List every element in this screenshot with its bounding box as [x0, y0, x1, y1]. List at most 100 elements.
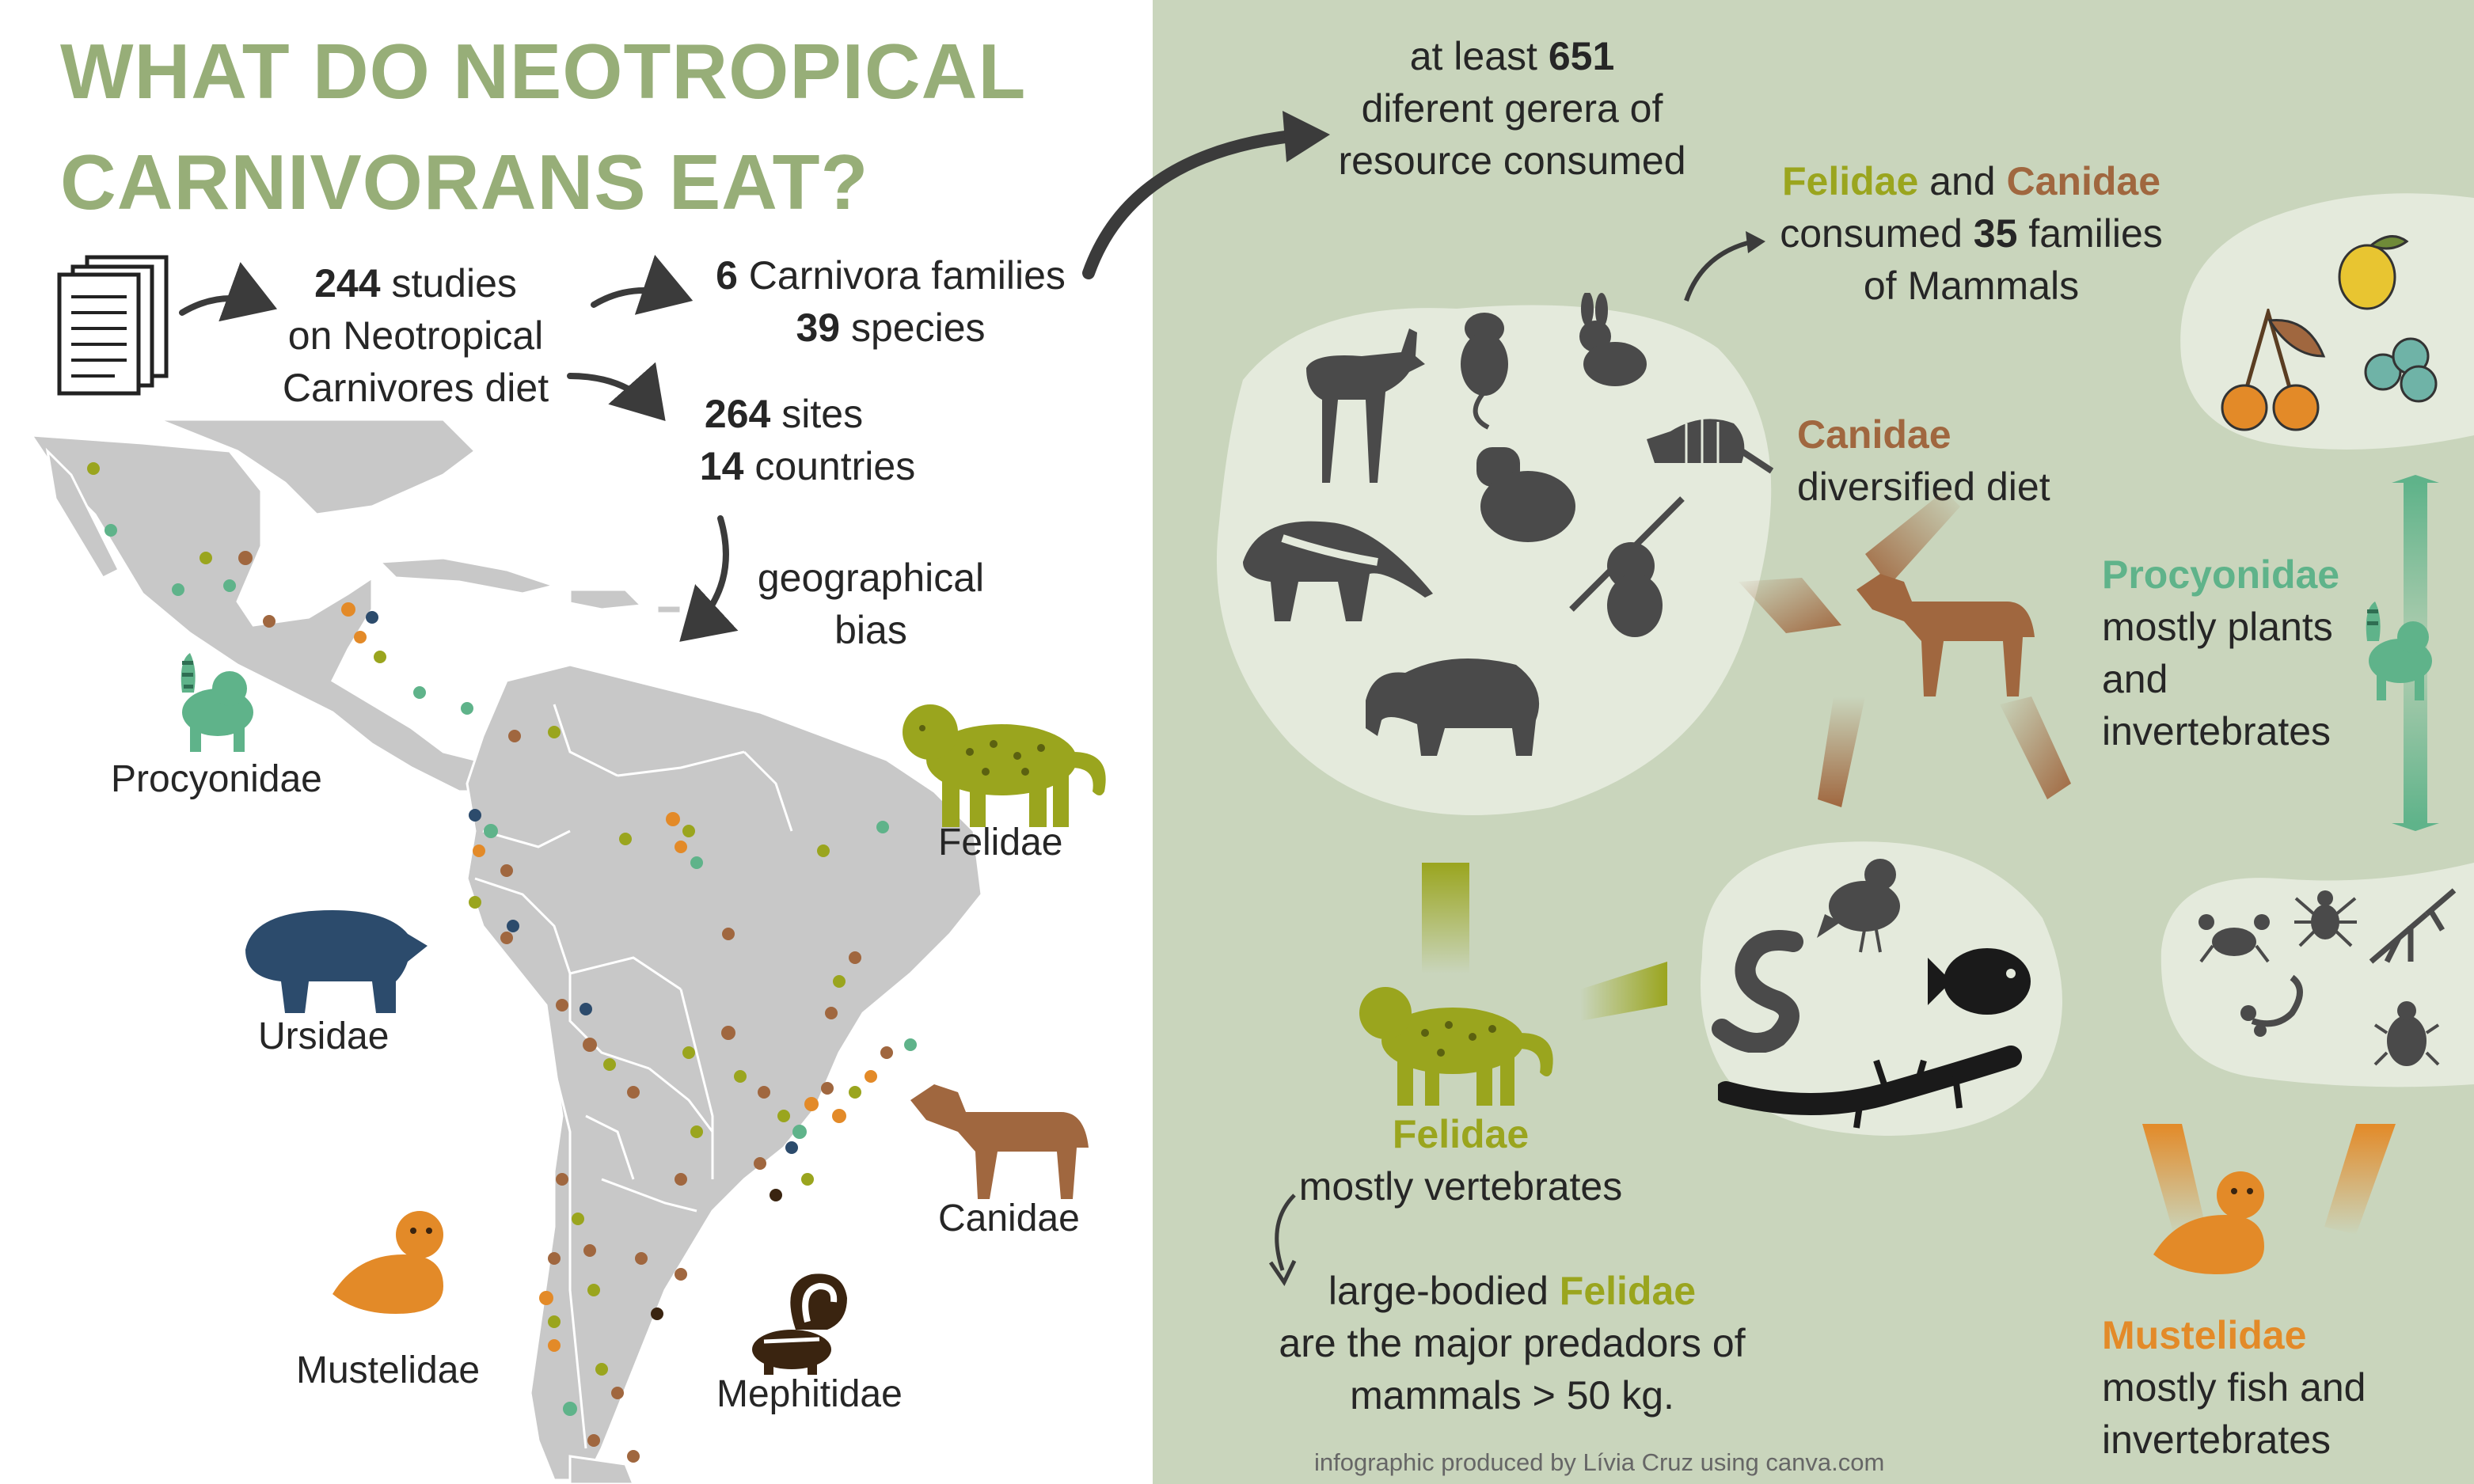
mustelidae-diet-icon [2153, 1171, 2264, 1274]
rodent-icon [1461, 313, 1508, 430]
procyonidae-label: Procyonidae [111, 758, 322, 800]
berries-icon [2364, 337, 2438, 403]
fc-felidae: Felidae [1781, 159, 1919, 203]
felidae-diet-icon [1359, 987, 1553, 1106]
studies-label: studies [391, 261, 517, 306]
mephitidae-label: Mephitidae [716, 1373, 903, 1415]
procyonidae-diet-desc1: mostly plants [2102, 605, 2333, 649]
canidae-diet-name: Canidae [1797, 412, 1951, 457]
genera-text: at least 651 diferent gerera of resource… [1322, 30, 1702, 187]
studies-text: 244 studies on Neotropical Carnivores di… [261, 257, 570, 414]
large-prefix: large-bodied [1328, 1269, 1549, 1313]
procyonidae-icon [181, 653, 253, 752]
large-line-3: mammals > 50 kg. [1350, 1373, 1674, 1418]
fc-consumed: consumed [1780, 211, 1963, 256]
usa-fragment [158, 419, 477, 516]
mammals-blob [1216, 305, 1772, 815]
fc-canidae: Canidae [2006, 159, 2161, 203]
families-text: 6 Carnivora families 39 species [697, 249, 1085, 354]
large-felidae-text: large-bodied Felidae are the major preda… [1251, 1265, 1773, 1421]
fc-and: and [1929, 159, 1996, 203]
bird-icon [1817, 859, 1900, 953]
studies-line-3: Carnivores diet [282, 366, 549, 410]
title-line-2: CARNIVORANS EAT? [60, 139, 869, 226]
bias-line-1: geographical [757, 556, 985, 600]
study-sites [87, 462, 917, 1463]
crab-icon [2198, 914, 2270, 963]
mexico-central-america [29, 434, 493, 793]
bias-text: geographical bias [740, 552, 1001, 656]
canidae-diet-text: Canidae diversified diet [1797, 408, 2066, 513]
title-line-1: WHAT DO NEOTROPICAL [60, 28, 1027, 115]
felidae-diet-name: Felidae [1392, 1112, 1530, 1156]
felidae-diet-text: Felidae mostly vertebrates [1283, 1108, 1639, 1213]
sites-text: 264 sites 14 countries [641, 388, 926, 492]
curved-arrow [1082, 111, 1330, 279]
fc-families: families [2028, 211, 2163, 256]
canidae-diet-icon [1856, 574, 2035, 696]
mustelidae-diet-text: Mustelidae mostly fish and invertebrates [2102, 1309, 2366, 1466]
large-line-2: are the major predadors of [1279, 1321, 1746, 1365]
baja-california [45, 447, 121, 579]
countries-label: countries [754, 444, 916, 488]
canidae-diet-desc: diversified diet [1797, 465, 2050, 509]
page-title: WHAT DO NEOTROPICAL CARNIVORANS EAT? [60, 16, 1026, 237]
procyonidae-diet-icon [2366, 602, 2432, 700]
canidae-icon [910, 1084, 1089, 1199]
procyonidae-diet-name: Procyonidae [2102, 552, 2340, 597]
mantis-icon [2369, 888, 2457, 964]
mustelidae-label: Mustelidae [296, 1349, 481, 1391]
large-felidae-name: Felidae [1559, 1269, 1697, 1313]
sites-number: 264 [704, 392, 771, 436]
scorpion-icon [2240, 974, 2303, 1037]
sloth-icon [1569, 496, 1685, 637]
families-number: 6 [716, 253, 738, 298]
species-label: species [851, 306, 986, 350]
genera-line-3: resource consumed [1338, 139, 1686, 183]
families-label: Carnivora families [748, 253, 1066, 298]
countries-number: 14 [699, 444, 744, 488]
south-america [466, 663, 983, 1482]
genera-line-2: diferent gerera of [1361, 86, 1663, 131]
hispaniola [568, 588, 644, 611]
genera-prefix: at least [1409, 34, 1537, 78]
genera-number: 651 [1548, 34, 1615, 78]
felidae-icon [903, 704, 1106, 827]
down-arrow-large [1268, 1194, 1297, 1286]
studies-line-2: on Neotropical [287, 313, 544, 358]
mustelidae-icon [333, 1211, 443, 1314]
mephitidae-icon [752, 1273, 847, 1375]
snake-icon [1712, 930, 1803, 1053]
americas-map [29, 419, 983, 1484]
tapir-icon [1366, 659, 1540, 756]
diet-connectors [1422, 475, 2439, 1235]
credit-text: infographic produced by Lívia Cruz using… [1314, 1448, 1885, 1476]
sites-label: sites [781, 392, 864, 436]
capybara-icon [1476, 447, 1575, 542]
procyonidae-diet-text: Procyonidae mostly plants and invertebra… [2102, 548, 2339, 757]
felidae-label: Felidae [938, 822, 1063, 863]
fc-line-3: of Mammals [1863, 264, 2080, 308]
ursidae-label: Ursidae [258, 1015, 390, 1057]
cuba [377, 556, 559, 595]
felidae-canidae-text: Felidae and Canidae consumed 35 families… [1750, 155, 2193, 312]
mustelidae-diet-name: Mustelidae [2102, 1313, 2307, 1357]
puerto-rico [656, 604, 682, 615]
procyonidae-diet-desc3: invertebrates [2102, 709, 2331, 753]
ursidae-icon [245, 910, 428, 1013]
tierra-del-fuego [568, 1455, 635, 1484]
armadillo-icon [1647, 419, 1773, 474]
fish-icon [1928, 948, 2031, 1015]
studies-number: 244 [314, 261, 381, 306]
procyonidae-diet-desc2: and [2102, 657, 2168, 701]
document-stack-icon [57, 255, 169, 396]
lizard-icon [1718, 1046, 2022, 1129]
beetle-icon [2373, 1001, 2440, 1066]
fc-number: 35 [1973, 211, 2018, 256]
species-number: 39 [796, 306, 841, 350]
small-arrow-mammals [1684, 231, 1765, 302]
mustelidae-diet-desc1: mostly fish and [2102, 1365, 2366, 1410]
rabbit-icon [1579, 293, 1647, 386]
lemon-icon [2338, 235, 2409, 310]
